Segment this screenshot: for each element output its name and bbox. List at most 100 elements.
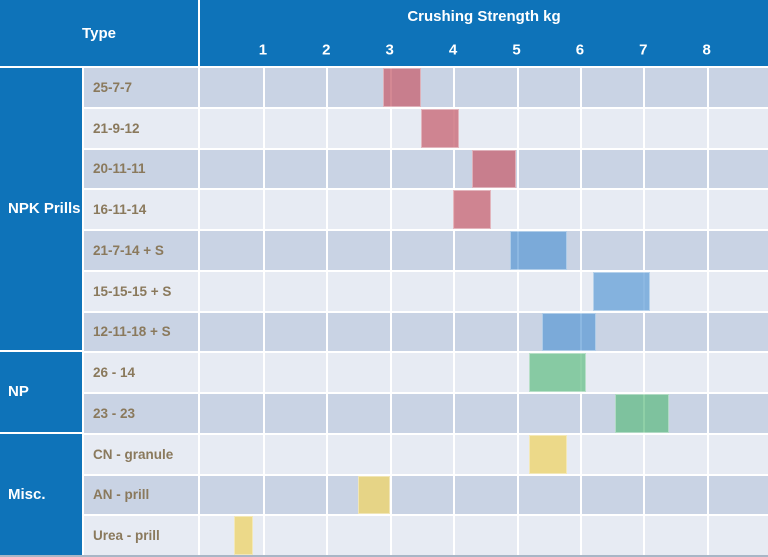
gridline	[326, 68, 329, 107]
row-label-cell: 21-9-12	[84, 108, 200, 148]
table-row: 12-11-18 + S	[84, 312, 768, 354]
gridline	[389, 271, 392, 311]
gridline	[643, 190, 646, 229]
row-plot-cell	[200, 434, 768, 474]
gridline	[516, 190, 519, 229]
gridline	[706, 312, 709, 352]
gridline	[706, 149, 709, 189]
gridline	[579, 231, 582, 270]
gridline	[326, 353, 329, 392]
axis-tick-label: 8	[702, 41, 711, 58]
gridline	[643, 516, 646, 555]
gridline	[389, 516, 392, 555]
gridline	[389, 312, 392, 352]
gridline	[453, 475, 456, 515]
row-plot-cell	[200, 108, 768, 148]
gridline	[326, 312, 329, 352]
table-row: Urea - prill	[84, 516, 768, 555]
row-plot-cell	[200, 394, 768, 433]
gridline	[262, 149, 265, 189]
gridline	[262, 190, 265, 229]
strength-bar	[472, 149, 517, 189]
gridline	[579, 394, 582, 433]
axis-tick-label: 1	[258, 41, 268, 58]
gridline	[262, 312, 265, 352]
row-plot-cell	[200, 68, 768, 107]
gridline	[516, 271, 519, 311]
chart-body: NPK Prills NP Misc. 25-7-7 21-9-12 20-11-11 1…	[0, 68, 768, 555]
row-label: 23 - 23	[93, 405, 136, 421]
row-label: 25-7-7	[93, 79, 133, 95]
gridline	[706, 68, 709, 107]
gridline	[326, 475, 329, 515]
row-plot-cell	[200, 190, 768, 229]
table-row: 20-11-11	[84, 149, 768, 191]
gridline	[326, 108, 329, 148]
gridline	[389, 394, 392, 433]
group-label: NPK Prills	[8, 200, 81, 218]
gridline	[389, 434, 392, 474]
axis-tick-label: 7	[639, 41, 648, 58]
row-label: 12-11-18 + S	[93, 324, 171, 340]
group-cell: NP	[0, 349, 82, 433]
gridline	[579, 271, 582, 311]
gridline	[706, 231, 709, 270]
gridline	[579, 434, 582, 474]
axis-tick-row: 1 2 3 4 5 6 7 8	[200, 33, 768, 66]
row-plot-cell	[200, 231, 768, 270]
gridline	[389, 475, 392, 515]
gridline	[706, 394, 709, 433]
row-label-cell: 16-11-14	[84, 190, 200, 229]
gridline	[643, 68, 646, 107]
strength-bar	[421, 108, 460, 148]
table-row: 16-11-14	[84, 190, 768, 231]
gridline	[643, 108, 646, 148]
strength-bar	[510, 231, 568, 270]
axis-tick-label: 3	[385, 41, 394, 58]
gridline	[326, 271, 329, 311]
table-row: 23 - 23	[84, 394, 768, 435]
row-label: Urea - prill	[93, 528, 160, 544]
gridline	[579, 190, 582, 229]
gridline	[643, 353, 646, 392]
row-plot-cell	[200, 271, 768, 311]
row-label-cell: 15-15-15 + S	[84, 271, 200, 311]
gridline	[516, 475, 519, 515]
gridline	[643, 149, 646, 189]
gridline	[579, 475, 582, 515]
gridline	[516, 312, 519, 352]
strength-bar	[234, 516, 254, 555]
strength-bar	[358, 475, 390, 515]
axis-tick-label: 6	[575, 41, 585, 58]
gridline	[262, 108, 265, 148]
gridline	[706, 516, 709, 555]
gridline	[643, 231, 646, 270]
gridline	[706, 475, 709, 515]
strength-bar	[453, 190, 492, 229]
gridline	[706, 353, 709, 392]
gridline	[453, 312, 456, 352]
row-label-cell: 23 - 23	[84, 394, 200, 433]
group-label: Misc.	[8, 485, 46, 503]
table-row: 15-15-15 + S	[84, 271, 768, 313]
chart-title: Crushing Strength kg	[407, 8, 561, 25]
gridline	[453, 149, 456, 189]
table-row: 21-7-14 + S	[84, 231, 768, 272]
gridline	[262, 516, 265, 555]
gridline	[389, 190, 392, 229]
gridline	[516, 68, 519, 107]
strength-bar	[529, 434, 568, 474]
row-label-cell: CN - granule	[84, 434, 200, 474]
gridline	[389, 149, 392, 189]
gridline	[706, 108, 709, 148]
row-plot-cell	[200, 149, 768, 189]
row-label: 15-15-15 + S	[93, 283, 172, 299]
gridline	[389, 108, 392, 148]
row-label: 16-11-14	[93, 202, 147, 218]
gridline	[262, 68, 265, 107]
row-label: CN - granule	[93, 446, 174, 462]
axis-tick-label: 4	[448, 41, 458, 58]
row-label-cell: 12-11-18 + S	[84, 312, 200, 352]
gridline	[516, 394, 519, 433]
gridline	[579, 108, 582, 148]
